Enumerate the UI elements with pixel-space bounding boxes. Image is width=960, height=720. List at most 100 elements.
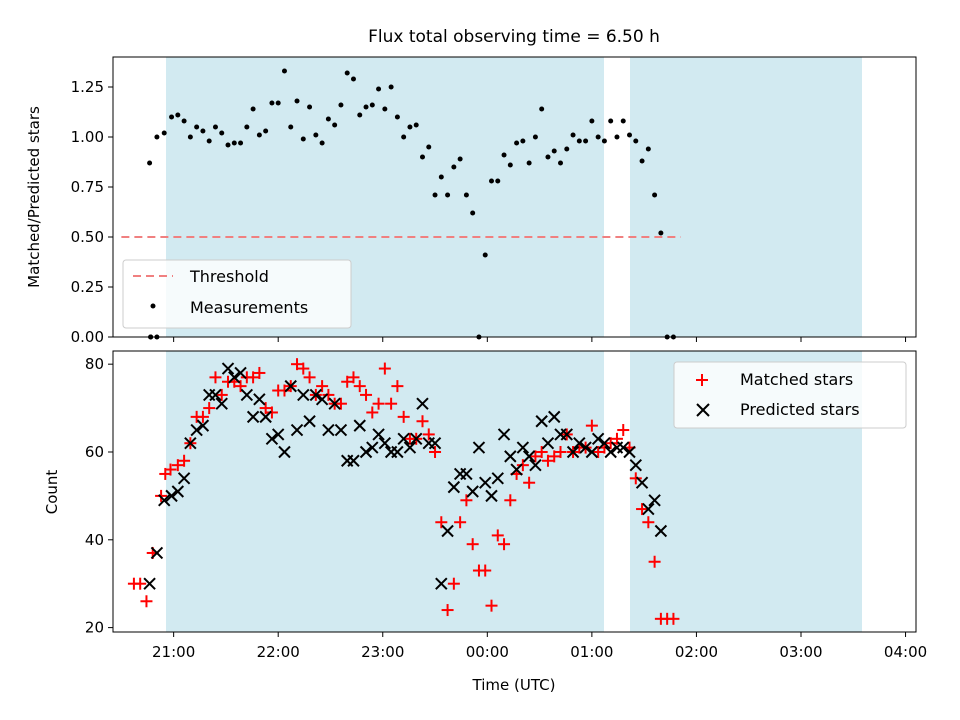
legend-threshold-label: Threshold <box>189 267 269 286</box>
matched-star-point <box>592 445 605 458</box>
predicted-star-point <box>184 436 197 450</box>
measurement-point <box>445 192 451 198</box>
measurement-point <box>181 118 187 124</box>
predicted-star-point <box>416 397 429 410</box>
matched-star-point <box>554 445 567 458</box>
matched-star-point <box>466 538 479 551</box>
predicted-star-point <box>535 415 548 428</box>
matched-star-point <box>253 366 266 379</box>
predicted-star-point <box>228 371 241 384</box>
matched-star-point <box>171 459 184 472</box>
measurement-point <box>187 134 193 140</box>
measurement-point <box>526 160 532 166</box>
matched-star-point <box>454 516 467 529</box>
predicted-star-point <box>334 423 348 437</box>
predicted-star-point <box>598 436 611 450</box>
measurement-point <box>382 106 388 112</box>
matched-star-point <box>636 503 649 516</box>
predicted-star-point <box>303 415 316 428</box>
measurement-point <box>212 124 218 130</box>
measurement-point <box>507 162 513 168</box>
measurement-point <box>639 158 645 164</box>
predicted-star-point <box>397 432 410 446</box>
predicted-star-point <box>158 494 171 507</box>
predicted-star-point <box>315 393 329 406</box>
measurement-point <box>645 146 651 152</box>
matched-star-point <box>610 432 623 445</box>
predicted-star-point <box>428 436 442 450</box>
bottom-panel: 20 40 60 80 21:00 22:00 23:00 00:00 01:00 02:00 0… <box>43 350 927 694</box>
matched-star-point <box>372 397 385 410</box>
predicted-star-point <box>623 445 636 459</box>
measurement-point <box>363 104 369 110</box>
predicted-star-point <box>548 410 561 424</box>
measurement-point <box>250 106 256 112</box>
measurement-point <box>161 130 167 136</box>
measurement-point <box>658 230 664 236</box>
matched-star-point <box>604 437 617 450</box>
measurement-point <box>200 128 206 134</box>
matched-star-point <box>203 402 216 415</box>
measurement-point <box>154 134 160 140</box>
predicted-star-point <box>353 419 366 432</box>
predicted-star-point <box>246 410 260 424</box>
predicted-star-point <box>290 423 304 437</box>
matched-star-point <box>391 380 404 393</box>
measurement-point <box>369 102 375 108</box>
top-y-tick-label: 1.00 <box>71 128 104 146</box>
legend-measurements-swatch <box>150 303 156 309</box>
measurement-point <box>520 138 526 144</box>
predicted-star-point <box>378 436 392 450</box>
measurement-point <box>495 178 501 184</box>
predicted-star-point <box>196 419 210 432</box>
bottom-y-tick-label: 60 <box>85 443 104 461</box>
predicted-star-point <box>177 472 191 485</box>
measurement-point <box>231 140 237 146</box>
measurement-point <box>576 138 582 144</box>
predicted-star-point <box>635 476 649 489</box>
predicted-star-point <box>372 428 385 441</box>
x-tick-label: 04:00 <box>884 643 927 661</box>
measurement-point <box>238 140 244 146</box>
matched-star-point <box>322 388 335 401</box>
predicted-star-point <box>560 428 573 441</box>
measurement-point <box>225 142 231 148</box>
predicted-star-point <box>234 366 247 380</box>
predicted-star-point <box>347 454 360 467</box>
measurement-point <box>325 116 331 122</box>
measurement-point <box>463 192 469 198</box>
measurement-point <box>376 86 382 92</box>
predicted-star-point <box>629 458 642 472</box>
top-y-label: Matched/Predicted stars <box>25 106 43 288</box>
matched-star-point <box>429 445 442 458</box>
measurement-point <box>501 152 507 158</box>
measurement-point <box>319 140 325 146</box>
measurement-point <box>194 124 200 130</box>
predicted-star-point <box>253 393 266 406</box>
predicted-star-point <box>485 489 498 503</box>
x-axis-label: Time (UTC) <box>472 676 556 694</box>
predicted-star-point <box>585 445 599 459</box>
measurement-point <box>206 138 212 144</box>
measurement-point <box>244 124 250 130</box>
bottom-window-1 <box>166 351 604 632</box>
measurement-point <box>401 134 407 140</box>
predicted-star-point <box>359 445 373 459</box>
predicted-star-point <box>240 388 254 402</box>
x-tick-label: 21:00 <box>152 643 195 661</box>
measurement-point <box>357 112 363 118</box>
predicted-star-point <box>391 445 404 459</box>
matched-star-point <box>385 397 398 410</box>
legend-matched-swatch <box>696 374 708 386</box>
matched-star-point <box>353 380 366 393</box>
measurement-point <box>269 100 275 106</box>
measurement-point <box>545 154 551 160</box>
measurement-point <box>514 140 520 146</box>
measurement-point <box>313 132 319 138</box>
legend-predicted-swatch <box>696 403 710 417</box>
predicted-star-point <box>648 494 661 507</box>
predicted-star-point <box>328 397 341 410</box>
matched-star-point <box>341 375 354 388</box>
matched-star-point <box>585 419 598 432</box>
matched-star-point <box>548 450 561 463</box>
